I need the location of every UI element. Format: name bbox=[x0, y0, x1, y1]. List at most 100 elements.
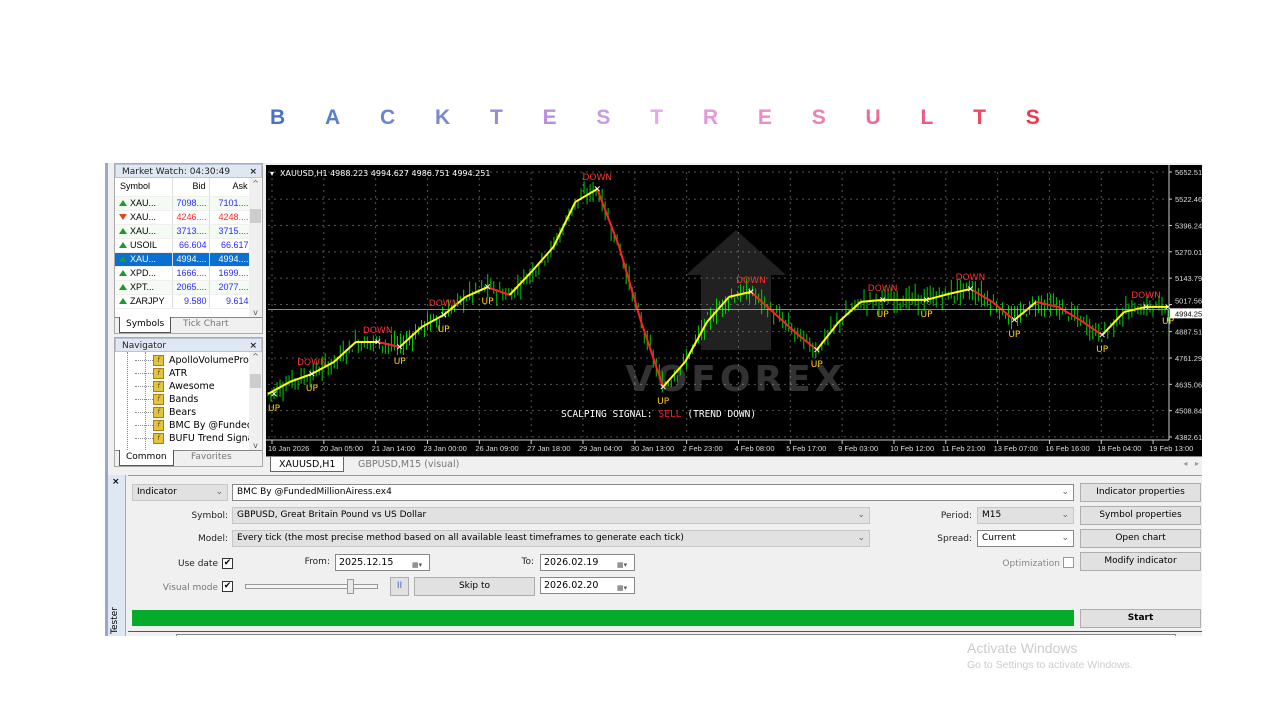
time-tick-label: 26 Jan 09:00 bbox=[475, 444, 518, 453]
model-select[interactable]: Every tick (the most precise method base… bbox=[232, 530, 870, 547]
strategy-tester: Indicator ⌄ BMC By @FundedMillionAiress.e… bbox=[128, 475, 1202, 636]
bid-cell: 3713.... bbox=[172, 224, 210, 239]
indicator-icon: f bbox=[153, 394, 164, 405]
navigator-item[interactable]: f Bears bbox=[153, 406, 249, 419]
bid-cell: 66.604 bbox=[172, 238, 210, 253]
time-tick-label: 23 Jan 00:00 bbox=[423, 444, 466, 453]
navigator-item[interactable]: f BUFU Trend Signal bbox=[153, 432, 249, 445]
tab-symbols[interactable]: Symbols bbox=[119, 317, 172, 333]
market-watch-scrollbar[interactable]: ^ v bbox=[249, 179, 262, 317]
bid-cell: 2065.... bbox=[172, 280, 210, 295]
market-watch-row[interactable]: XPT... 2065.... 2077.... bbox=[115, 280, 252, 295]
signal-label-up: UP bbox=[268, 404, 281, 414]
scroll-thumb[interactable] bbox=[250, 209, 261, 223]
signal-marker: ✕ bbox=[879, 296, 887, 306]
market-watch-row[interactable]: XPD... 1666.... 1699.... bbox=[115, 266, 252, 281]
tab-xauusd-h1[interactable]: XAUUSD,H1 bbox=[270, 457, 345, 472]
open-chart-button[interactable]: Open chart bbox=[1080, 529, 1201, 548]
time-tick-label: 13 Feb 07:00 bbox=[994, 444, 1038, 453]
ask-cell: 4248.... bbox=[209, 210, 252, 225]
column-header-ask[interactable]: Ask bbox=[209, 178, 252, 197]
indicator-segment bbox=[552, 201, 577, 248]
tester-type-select[interactable]: Indicator ⌄ bbox=[132, 484, 228, 501]
calendar-icon[interactable]: ▦▾ bbox=[617, 561, 628, 569]
market-watch-row[interactable]: ZARJPY 9.580 9.614 bbox=[115, 294, 252, 309]
chart-tabs: XAUUSD,H1 GBPUSD,M15 (visual) ◂ ▸ bbox=[266, 456, 1202, 473]
navigator-item[interactable]: f ATR bbox=[153, 367, 249, 380]
price-tick-label: 5396.240 bbox=[1175, 221, 1202, 230]
tree-connector bbox=[135, 386, 153, 387]
modify-indicator-button[interactable]: Modify indicator bbox=[1080, 552, 1201, 571]
time-tick-label: 18 Feb 04:00 bbox=[1097, 444, 1141, 453]
period-value: M15 bbox=[982, 510, 1002, 520]
chart-canvas[interactable]: VOFOREX✕UP✕DOWNUP✕DOWN✕UP✕DOWNUP✕UP✕DOWN… bbox=[266, 165, 1202, 456]
calendar-icon[interactable]: ▦▾ bbox=[617, 584, 628, 592]
symbol-name: XAU... bbox=[130, 197, 157, 208]
market-watch-row[interactable]: XAU... 4994.... 4994.... bbox=[115, 252, 252, 267]
signal-marker: ✕ bbox=[923, 296, 931, 306]
indicator-segment bbox=[1101, 311, 1125, 336]
column-header-symbol[interactable]: Symbol bbox=[115, 178, 173, 197]
market-watch-panel: Market Watch: 04:30:49 × Symbol Bid Ask X… bbox=[114, 163, 263, 334]
navigator-item[interactable]: f Bands bbox=[153, 393, 249, 406]
signal-marker: ✕ bbox=[967, 285, 975, 295]
spread-select[interactable]: Current ⌄ bbox=[977, 530, 1074, 547]
tree-connector bbox=[135, 412, 153, 413]
skip-to-button[interactable]: Skip to bbox=[414, 577, 535, 596]
navigator-item[interactable]: f BMC By @FundedMillionAiress bbox=[153, 419, 249, 432]
close-icon[interactable]: × bbox=[249, 341, 257, 351]
pause-button[interactable]: II bbox=[390, 577, 409, 596]
symbol-cell: XAU... bbox=[115, 224, 173, 239]
start-button[interactable]: Start bbox=[1080, 609, 1201, 628]
indicator-properties-button[interactable]: Indicator properties bbox=[1080, 483, 1201, 502]
indicator-icon: f bbox=[153, 407, 164, 418]
time-tick-label: 9 Feb 03:00 bbox=[838, 444, 878, 453]
price-chart[interactable]: VOFOREX ✕ UP ✕ DOWN UP ✕ DOWN ✕ UP ✕ DOWN UP ✕ UP ✕ DOWN… bbox=[266, 165, 1202, 456]
skip-to-date-input[interactable]: 2026.02.20 ▦▾ bbox=[540, 577, 635, 594]
market-watch-row[interactable]: XAU... 4246.... 4248.... bbox=[115, 210, 252, 225]
use-date-checkbox[interactable]: ✔ bbox=[222, 558, 233, 569]
close-icon[interactable]: × bbox=[112, 477, 120, 487]
market-watch-row[interactable]: XAU... 3713.... 3715.... bbox=[115, 224, 252, 239]
symbol-label: Symbol: bbox=[191, 511, 228, 521]
title-letter: E bbox=[542, 106, 557, 129]
chevron-down-icon: ⌄ bbox=[1061, 487, 1069, 497]
scroll-thumb[interactable] bbox=[250, 374, 261, 388]
calendar-icon[interactable]: ▦▾ bbox=[412, 561, 423, 569]
current-price-box bbox=[1170, 308, 1202, 319]
price-tick-label: 4887.515 bbox=[1175, 328, 1202, 337]
column-header-bid[interactable]: Bid bbox=[172, 178, 210, 197]
navigator-item[interactable]: f ApolloVolumePro bbox=[153, 354, 249, 367]
symbol-cell: ZARJPY bbox=[115, 294, 173, 309]
symbol-properties-button[interactable]: Symbol properties bbox=[1080, 506, 1201, 525]
symbol-select[interactable]: GBPUSD, Great Britain Pound vs US Dollar… bbox=[232, 507, 870, 524]
market-watch-row[interactable]: XAU... 7098.... 7101.... bbox=[115, 196, 252, 211]
ask-cell: 7101.... bbox=[209, 196, 252, 211]
tab-favorites[interactable]: Favorites bbox=[191, 452, 232, 462]
period-select[interactable]: M15 ⌄ bbox=[977, 507, 1074, 524]
indicator-segment bbox=[574, 188, 598, 203]
optimization-checkbox[interactable] bbox=[1063, 557, 1074, 568]
indicator-segment bbox=[1036, 300, 1059, 308]
speed-slider-track[interactable] bbox=[245, 579, 378, 594]
symbol-value: GBPUSD, Great Britain Pound vs US Dollar bbox=[237, 510, 427, 520]
market-watch-row[interactable]: USOIL 66.604 66.617 bbox=[115, 238, 252, 253]
tab-common[interactable]: Common bbox=[119, 450, 174, 466]
arrow-up-icon bbox=[119, 228, 127, 235]
model-label: Model: bbox=[197, 534, 228, 544]
from-date-input[interactable]: 2025.12.15 ▦▾ bbox=[335, 554, 430, 571]
price-tick-label: 5652.515 bbox=[1175, 168, 1202, 177]
navigator-scrollbar[interactable]: ^ v bbox=[249, 352, 262, 450]
tab-tick-chart[interactable]: Tick Chart bbox=[183, 319, 229, 329]
to-date-input[interactable]: 2026.02.19 ▦▾ bbox=[540, 554, 635, 571]
indicator-segment bbox=[618, 246, 643, 323]
tab-scroll-arrows[interactable]: ◂ ▸ bbox=[1183, 459, 1199, 468]
visual-mode-checkbox[interactable]: ✔ bbox=[222, 581, 233, 592]
speed-slider-thumb[interactable] bbox=[346, 579, 354, 594]
time-tick-label: 4 Feb 08:00 bbox=[734, 444, 774, 453]
tab-gbpusd-m15[interactable]: GBPUSD,M15 (visual) bbox=[358, 459, 460, 470]
navigator-item[interactable]: f Awesome bbox=[153, 380, 249, 393]
indicator-select[interactable]: BMC By @FundedMillionAiress.ex4 ⌄ bbox=[232, 484, 1074, 501]
tester-type-value: Indicator bbox=[137, 487, 177, 497]
close-icon[interactable]: × bbox=[249, 167, 257, 177]
